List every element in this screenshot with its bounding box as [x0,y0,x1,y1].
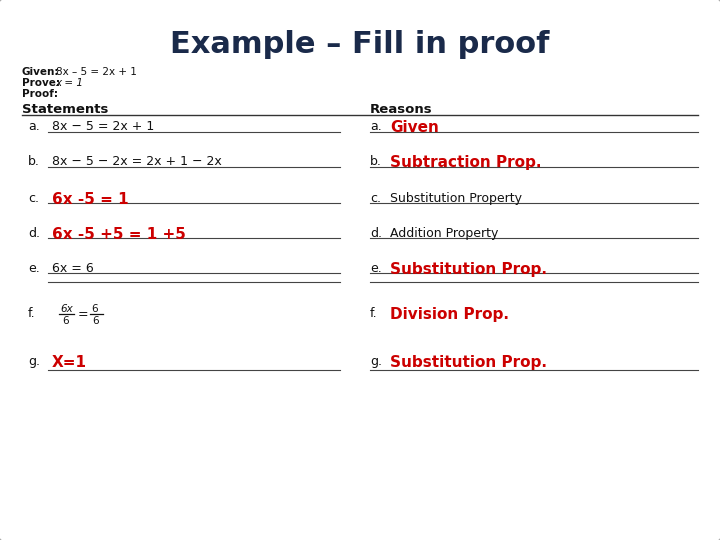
Text: 6x -5 +5 = 1 +5: 6x -5 +5 = 1 +5 [52,227,186,242]
Text: Substitution Prop.: Substitution Prop. [390,262,547,277]
Text: b.: b. [370,155,382,168]
Text: Reasons: Reasons [370,103,433,116]
Text: Substitution Prop.: Substitution Prop. [390,355,547,370]
Text: X=1: X=1 [52,355,87,370]
Text: f.: f. [370,307,377,320]
Text: Given:: Given: [22,67,60,77]
Text: =: = [78,308,89,321]
Text: x = 1: x = 1 [55,78,83,88]
Text: 8x − 5 − 2x = 2x + 1 − 2x: 8x − 5 − 2x = 2x + 1 − 2x [52,155,222,168]
Text: 6: 6 [92,316,99,326]
Text: Prove:: Prove: [22,78,60,88]
Text: Example – Fill in proof: Example – Fill in proof [171,30,549,59]
Text: c.: c. [28,192,39,205]
Text: Substitution Property: Substitution Property [390,192,522,205]
Text: Addition Property: Addition Property [390,227,498,240]
Text: g.: g. [370,355,382,368]
Text: e.: e. [370,262,382,275]
Text: d.: d. [28,227,40,240]
Text: d.: d. [370,227,382,240]
Text: Proof:: Proof: [22,89,58,99]
Text: a.: a. [28,120,40,133]
Text: f.: f. [28,307,35,320]
Text: g.: g. [28,355,40,368]
Text: Given: Given [390,120,439,135]
Text: 6x -5 = 1: 6x -5 = 1 [52,192,129,207]
Text: Statements: Statements [22,103,109,116]
Text: 8x − 5 = 2x + 1: 8x − 5 = 2x + 1 [52,120,154,133]
Text: 6x = 6: 6x = 6 [52,262,94,275]
Text: Division Prop.: Division Prop. [390,307,509,322]
Text: Subtraction Prop.: Subtraction Prop. [390,155,541,170]
Text: 6x: 6x [60,304,73,314]
Text: 6: 6 [62,316,68,326]
Text: c.: c. [370,192,381,205]
Text: 6: 6 [91,304,98,314]
Text: e.: e. [28,262,40,275]
Text: b.: b. [28,155,40,168]
Text: 8x – 5 = 2x + 1: 8x – 5 = 2x + 1 [56,67,137,77]
Text: a.: a. [370,120,382,133]
